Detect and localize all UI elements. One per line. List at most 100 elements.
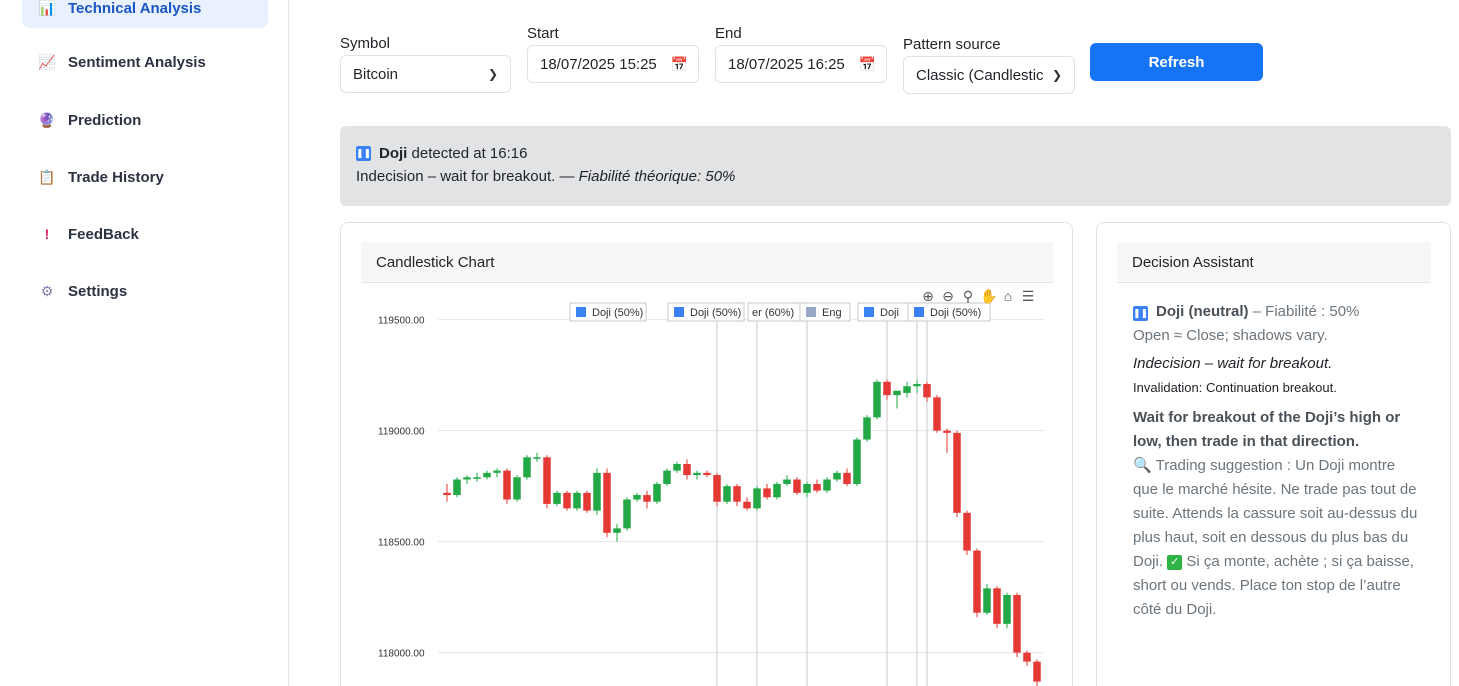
decision-pattern-name: Doji (neutral): [1156, 303, 1249, 320]
candle-body: [483, 472, 491, 478]
y-tick-label: 119000.00: [378, 427, 425, 438]
pattern-alert: ❚❚ Doji detected at 16:16 Indecision – w…: [340, 126, 1451, 206]
sidebar-item-prediction[interactable]: 🔮 Prediction: [22, 100, 268, 140]
annotation-badge-icon: [914, 307, 924, 317]
candle-body: [663, 470, 671, 484]
annotation-badge-icon: [674, 307, 684, 317]
candle-body: [693, 472, 701, 476]
candle-body: [933, 397, 941, 431]
pause-icon: ❚❚: [356, 146, 371, 161]
candle-body: [603, 472, 611, 533]
exclamation-icon: !: [44, 226, 50, 242]
candle-body: [763, 488, 771, 498]
annotation-tag-box: [667, 302, 745, 322]
pattern-annotation-tag[interactable]: Doji (50%): [667, 302, 745, 322]
decision-pattern-line: ❚❚ Doji (neutral) – Fiabilité : 50%: [1133, 300, 1423, 324]
chart-card: Candlestick Chart: [340, 222, 1073, 686]
candle-body: [963, 512, 971, 551]
end-datetime-input[interactable]: 18/07/2025 16:25 📅: [715, 45, 887, 83]
candle-body: [983, 588, 991, 613]
pattern-source-value: Classic (Candlestic: [916, 66, 1044, 84]
sidebar-item-settings[interactable]: ⚙ Settings: [22, 271, 268, 311]
candle-body: [473, 477, 481, 479]
sidebar-item-trade-history[interactable]: 📋 Trade History: [22, 157, 268, 197]
decision-suggestion-b: Si ça monte, achète ; si ça baisse, shor…: [1133, 553, 1414, 618]
candle-body: [893, 390, 901, 396]
candle-body: [883, 381, 891, 396]
symbol-select[interactable]: Bitcoin ❯: [340, 55, 511, 93]
candle-body: [843, 472, 851, 484]
decision-title: Decision Assistant: [1132, 253, 1254, 271]
candle-body: [793, 479, 801, 493]
alert-detected-text: detected at 16:16: [411, 145, 528, 162]
checkmark-icon: ✓: [1167, 554, 1183, 570]
candle-body: [1003, 594, 1011, 624]
candle-body: [973, 550, 981, 613]
chart-title: Candlestick Chart: [376, 253, 495, 271]
chart-card-header: Candlestick Chart: [361, 242, 1053, 283]
candle-body: [653, 483, 661, 502]
candle-body: [633, 495, 641, 500]
annotation-tag-label: Eng: [822, 307, 842, 319]
candle-body: [923, 384, 931, 398]
decision-body: ❚❚ Doji (neutral) – Fiabilité : 50% Open …: [1133, 300, 1423, 622]
magnifier-icon[interactable]: ⚲: [962, 288, 974, 304]
pattern-annotation-tag[interactable]: Eng: [799, 302, 851, 322]
annotation-tag-box: [569, 302, 647, 322]
candlestick-chart-svg[interactable]: 119500.00 119000.00 118500.00 118000.00 Doji…: [360, 283, 1052, 686]
sidebar-item-technical-analysis[interactable]: 📊 Technical Analysis: [22, 0, 268, 28]
pattern-source-select[interactable]: Classic (Candlestic ❯: [903, 56, 1075, 94]
candle-body: [553, 492, 561, 504]
y-tick-label: 118000.00: [378, 649, 425, 660]
candle-body: [773, 483, 781, 498]
decision-fiability: – Fiabilité : 50%: [1252, 303, 1360, 320]
pause-icon: ❚❚: [1133, 305, 1148, 321]
decision-meaning: Indecision – wait for breakout.: [1133, 355, 1333, 372]
alert-description-line: Indecision – wait for breakout. — Fiabil…: [356, 168, 1435, 185]
end-datetime-value: 18/07/2025 16:25: [728, 55, 845, 73]
pattern-annotation-tag[interactable]: er (60%): [747, 302, 809, 322]
pattern-annotation-tag[interactable]: Doji (50%): [569, 302, 647, 322]
sidebar-item-label: FeedBack: [68, 225, 139, 243]
alert-description: Indecision – wait for breakout. —: [356, 168, 575, 185]
home-icon[interactable]: ⌂: [1003, 288, 1013, 304]
candle-body: [853, 439, 861, 484]
gear-icon: ⚙: [40, 282, 54, 299]
symbol-label: Symbol: [340, 35, 391, 52]
annotation-badge-icon: [864, 307, 874, 317]
zoom-out-icon[interactable]: ⊖: [942, 288, 954, 304]
bar-chart-icon: 📊: [38, 0, 56, 16]
candle-body: [903, 386, 911, 393]
candle-body: [1023, 652, 1031, 662]
calendar-icon[interactable]: 📅: [670, 55, 688, 72]
calendar-icon[interactable]: 📅: [858, 55, 876, 72]
candle-body: [643, 495, 651, 502]
pattern-source-label: Pattern source: [903, 36, 1001, 53]
decision-shape: Open ≈ Close; shadows vary.: [1133, 327, 1328, 344]
start-label: Start: [527, 25, 559, 42]
sidebar-item-sentiment-analysis[interactable]: 📈 Sentiment Analysis: [22, 42, 268, 82]
sidebar-item-label: Sentiment Analysis: [68, 53, 206, 71]
start-datetime-value: 18/07/2025 15:25: [540, 55, 657, 73]
candle-body: [863, 417, 871, 440]
candle-body: [523, 457, 531, 478]
candle-body: [703, 472, 711, 476]
pattern-annotation-tag[interactable]: Doji (50%): [907, 302, 991, 322]
candlestick-chart[interactable]: 119500.00 119000.00 118500.00 118000.00 Doji…: [360, 283, 1052, 686]
candle-body: [623, 499, 631, 529]
decision-recommendation: Wait for breakout of the Doji’s high or …: [1133, 409, 1401, 450]
line-chart-icon: 📈: [38, 53, 56, 70]
alert-headline: ❚❚ Doji detected at 16:16: [356, 145, 1435, 162]
sidebar-item-label: Prediction: [68, 111, 142, 129]
annotation-tag-label: er (60%): [752, 307, 794, 319]
refresh-button[interactable]: Refresh: [1090, 43, 1263, 81]
end-label: End: [715, 25, 742, 42]
menu-icon[interactable]: ☰: [1021, 288, 1035, 304]
zoom-in-icon[interactable]: ⊕: [922, 288, 934, 304]
candle-body: [753, 488, 761, 509]
start-datetime-input[interactable]: 18/07/2025 15:25 📅: [527, 45, 699, 83]
annotation-badge-icon: [576, 307, 586, 317]
sidebar-item-feedback[interactable]: ! FeedBack: [22, 214, 268, 254]
pan-hand-icon[interactable]: ✋: [980, 288, 998, 304]
candle-body: [873, 381, 881, 418]
